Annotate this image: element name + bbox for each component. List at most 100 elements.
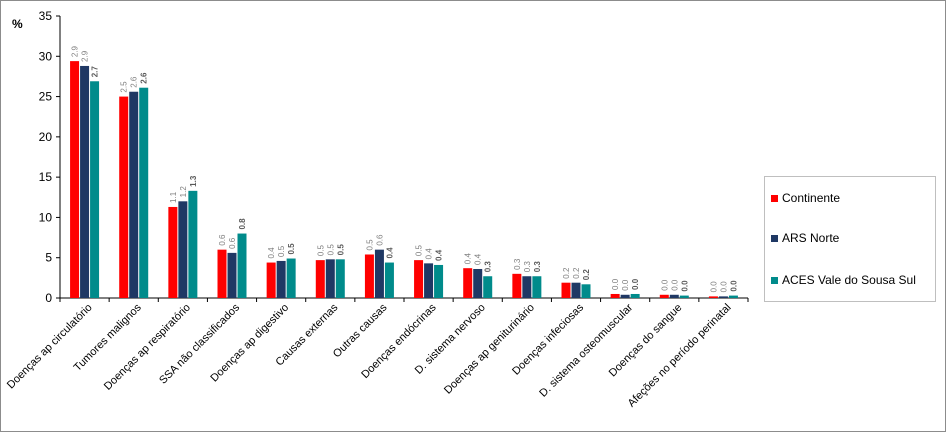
legend-swatch [771, 234, 778, 242]
legend-swatch [771, 276, 778, 284]
bar [434, 264, 444, 298]
data-label: 0.0 [680, 280, 689, 292]
data-label: 0.5 [326, 244, 335, 256]
bar [325, 259, 335, 298]
bar [512, 273, 522, 298]
category-label: Doenças ap geniturinário [442, 302, 537, 397]
data-label: 0.0 [709, 281, 718, 293]
data-label: 0.6 [375, 234, 384, 246]
data-label: 1.2 [179, 186, 188, 198]
bar [178, 201, 188, 298]
data-label: 0.5 [316, 244, 325, 256]
bar [384, 262, 394, 298]
bar [473, 268, 483, 298]
data-label: 0.0 [631, 278, 640, 290]
data-label: 0.5 [336, 244, 345, 256]
data-label: 2.9 [81, 50, 90, 62]
data-label: 0.3 [513, 258, 522, 270]
bar [80, 65, 90, 298]
bar [463, 268, 473, 298]
data-label: 0.4 [425, 248, 434, 260]
bar [532, 276, 542, 298]
y-tick-label: 0 [45, 291, 52, 305]
data-label: 0.5 [287, 243, 296, 255]
data-label: 0.2 [572, 267, 581, 279]
data-label: 0.8 [238, 218, 247, 230]
bar [424, 263, 434, 298]
bar [561, 282, 571, 298]
data-label: 0.2 [582, 269, 591, 281]
data-label: 0.4 [474, 253, 483, 265]
data-label: 0.0 [729, 280, 738, 292]
bar [571, 282, 581, 298]
y-tick-label: 5 [45, 251, 52, 265]
bar [718, 296, 728, 298]
bar [70, 61, 80, 299]
data-label: 0.5 [415, 244, 424, 256]
bars [70, 61, 738, 299]
data-label: 0.6 [218, 234, 227, 246]
bar [483, 276, 493, 298]
bar [227, 252, 237, 298]
category-label: D. sistema osteomuscular [537, 301, 635, 399]
axes: 0 5 10 15 20 25 30 35 [39, 9, 749, 305]
data-label: 0.0 [670, 279, 679, 291]
legend-label: ARS Norte [782, 231, 840, 245]
bar [679, 295, 689, 298]
bar [276, 260, 286, 298]
data-label: 2.9 [71, 45, 80, 57]
data-label: 0.4 [435, 249, 444, 261]
legend-item-aces-vale-do-sousa-sul: ACES Vale do Sousa Sul [771, 271, 916, 289]
bar [414, 260, 424, 298]
data-label: 0.5 [365, 239, 374, 251]
y-tick-label: 10 [39, 210, 53, 224]
bar [669, 294, 679, 298]
bar [728, 295, 738, 298]
data-labels: 2.9 2.92.72.5 2.6 2.61.11.21.30.6 0.60.80.4 0… [71, 45, 739, 292]
category-label: SSA não classificados [157, 301, 242, 386]
data-label: 2.7 [91, 66, 100, 78]
bar [286, 258, 296, 298]
data-label: 2.6 [130, 76, 139, 88]
legend-item-ars-norte: ARS Norte [771, 229, 839, 247]
legend: Continente ARS Norte ACES Vale do Sousa … [764, 176, 936, 302]
data-label: 0.6 [228, 237, 237, 249]
bar [374, 249, 384, 298]
y-tick-label: 15 [39, 170, 53, 184]
y-tick-label: 25 [39, 90, 53, 104]
legend-item-continente: Continente [771, 189, 840, 207]
bar [237, 233, 247, 298]
y-tick-label: 30 [39, 49, 53, 63]
data-label: 0.0 [660, 279, 669, 291]
data-label: 0.4 [385, 247, 394, 259]
bar [139, 87, 149, 298]
bar [217, 249, 227, 298]
bar [659, 294, 669, 298]
bar [188, 190, 198, 298]
bar [168, 206, 178, 298]
data-label: 0.3 [533, 261, 542, 273]
legend-label: Continente [782, 191, 841, 205]
bar [630, 293, 640, 298]
data-label: 0.5 [277, 245, 286, 257]
y-tick-label: 20 [39, 130, 53, 144]
data-label: 2.5 [120, 81, 129, 93]
data-label: 0.4 [267, 247, 276, 259]
bar [266, 262, 276, 298]
bar [90, 81, 100, 299]
category-label: Afeções no período perinatal [626, 302, 734, 410]
bar [335, 259, 345, 298]
bar [364, 254, 374, 298]
bar [708, 296, 718, 298]
data-label: 0.0 [621, 279, 630, 291]
bar [315, 260, 325, 298]
data-label: 0.4 [464, 253, 473, 265]
data-label: 0.2 [562, 267, 571, 279]
data-label: 0.0 [611, 278, 620, 290]
data-label: 1.1 [169, 191, 178, 203]
bar [610, 293, 620, 298]
category-label: Doenças ap circulatório [5, 302, 95, 392]
data-label: 0.3 [523, 261, 532, 273]
